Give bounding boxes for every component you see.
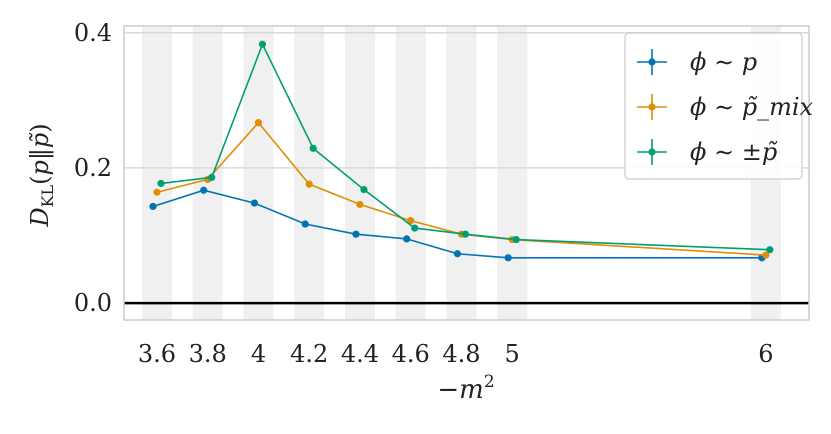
series-2-point-3 [309, 144, 317, 152]
series-1-point-3 [305, 180, 313, 188]
legend-box [624, 32, 803, 180]
series-0-point-5 [403, 235, 411, 243]
series-2-point-0 [157, 179, 165, 188]
series-2-point-7 [512, 235, 520, 244]
series-1-point-8 [762, 251, 770, 259]
band-6 [446, 26, 477, 320]
series-0-point-6 [453, 250, 462, 258]
plot-frame [123, 25, 810, 321]
series-1-point-4 [356, 200, 364, 209]
x-tick-label-2: 4 [251, 340, 266, 368]
series-0-point-7 [504, 254, 512, 262]
y-tick-label-2: 0.4 [74, 19, 112, 47]
legend-marker-2 [648, 148, 656, 156]
legend-label-1: ϕ ∼ p̃_mix [690, 93, 814, 121]
series-2-point-6 [461, 230, 470, 238]
y-tick-label-0: 0.0 [74, 289, 112, 317]
series-0-point-1 [200, 186, 208, 194]
y-tick-label-1: 0.2 [74, 154, 112, 182]
band-2 [243, 26, 274, 320]
band-0 [141, 26, 172, 320]
series-1-point-5 [407, 217, 415, 225]
legend-marker-1 [648, 103, 656, 111]
band-3 [294, 26, 325, 320]
series-lines [149, 40, 774, 262]
x-tick-label-3: 4.2 [290, 340, 328, 368]
y-tick-labels: 0.0 0.2 0.4 [74, 19, 112, 317]
x-tick-label-4: 4.4 [341, 340, 379, 368]
legend-label-0: ϕ ∼ p [690, 48, 757, 76]
series-2-point-1 [208, 173, 216, 181]
band-4 [344, 26, 375, 320]
series-2-point-8 [766, 246, 774, 254]
series-0-point-3 [301, 220, 309, 228]
series-0-point-4 [352, 230, 360, 238]
x-tick-label-8: 6 [758, 340, 773, 368]
x-tick-label-7: 5 [505, 340, 520, 368]
series-1-point-2 [254, 119, 263, 127]
band-1 [192, 26, 223, 320]
y-axis-label: DKL(p‖p̃) [26, 123, 57, 227]
band-5 [395, 26, 426, 320]
series-0-point-2 [250, 199, 259, 207]
legend-label-2: ϕ ∼ ±p̃ [690, 138, 778, 166]
series-0-point-0 [149, 202, 157, 211]
band-7 [497, 26, 528, 320]
legend-marker-0 [648, 58, 656, 66]
x-tick-label-5: 4.6 [392, 340, 430, 368]
series-2-point-4 [360, 185, 368, 194]
x-tick-label-6: 4.8 [442, 340, 480, 368]
x-tick-labels: 3.6 3.8 4 4.2 4.4 4.6 4.8 5 6 [138, 340, 774, 368]
series-1-point-0 [153, 188, 161, 196]
series-2-point-2 [258, 40, 267, 48]
x-tick-label-0: 3.6 [138, 340, 176, 368]
series-2-point-5 [411, 224, 419, 232]
x-tick-label-1: 3.8 [189, 340, 227, 368]
x-axis-label: −m2 [437, 372, 494, 405]
legend: ϕ ∼ p ϕ ∼ p̃_mix ϕ ∼ ±p̃ [624, 32, 814, 180]
